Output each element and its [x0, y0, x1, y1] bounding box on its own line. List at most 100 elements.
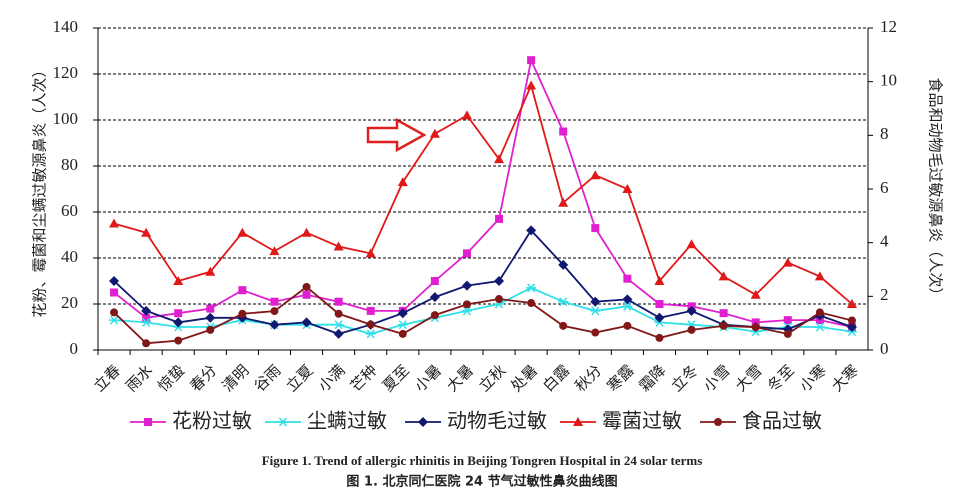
marker	[270, 297, 279, 306]
x-tick-label: 雨水	[122, 361, 156, 395]
x-tick-label: 小寒	[796, 361, 830, 395]
marker	[205, 266, 216, 276]
marker	[206, 304, 215, 313]
marker	[494, 276, 505, 286]
marker	[302, 282, 311, 291]
marker	[846, 322, 857, 332]
marker	[527, 299, 536, 308]
marker	[623, 274, 632, 283]
x-tick-label: 秋分	[571, 361, 605, 395]
y-tick-label: 20	[61, 293, 78, 312]
marker	[173, 276, 184, 285]
x-tick-label: 大寒	[828, 361, 862, 395]
marker	[141, 317, 152, 327]
x-tick-label: 小雪	[700, 361, 734, 395]
marker	[846, 299, 857, 308]
legend-label: 尘螨过敏	[307, 409, 387, 433]
marker	[142, 339, 151, 348]
marker	[333, 241, 344, 251]
marker	[109, 315, 120, 325]
marker	[429, 128, 440, 138]
marker	[719, 309, 728, 318]
marker	[814, 322, 825, 332]
marker	[301, 227, 312, 237]
marker	[238, 286, 247, 295]
y2-tick-label: 8	[880, 124, 889, 143]
marker	[558, 197, 569, 207]
marker	[686, 305, 697, 316]
x-tick-label: 夏至	[379, 361, 413, 395]
x-tick-label: 冬至	[764, 361, 798, 395]
marker	[365, 248, 376, 258]
marker	[559, 321, 568, 330]
marker	[526, 225, 537, 236]
marker	[526, 283, 537, 293]
marker	[655, 300, 664, 308]
series-line	[113, 57, 853, 328]
marker	[334, 309, 343, 318]
x-tick-label: 白露	[539, 361, 573, 395]
caption: Figure 1. Trend of allergic rhinitis in …	[262, 453, 703, 468]
y-tick-label: 0	[70, 339, 79, 358]
marker	[815, 308, 824, 317]
series-line	[113, 82, 853, 305]
legend-label: 食品过敏	[742, 409, 822, 433]
x-tick-label: 清明	[218, 361, 252, 395]
marker	[719, 321, 728, 330]
marker	[205, 312, 216, 323]
marker	[269, 319, 280, 330]
x-tick-label: 立春	[90, 361, 124, 395]
marker	[622, 294, 633, 305]
marker	[397, 320, 408, 330]
marker	[558, 297, 569, 307]
marker	[366, 306, 375, 315]
series-line	[113, 286, 853, 335]
legend-marker	[714, 418, 722, 426]
marker	[461, 110, 472, 120]
marker	[654, 276, 665, 285]
marker	[301, 317, 312, 328]
marker	[141, 305, 152, 316]
marker	[590, 296, 601, 307]
caption-cn: 图 1. 北京同仁医院 24 节气过敏性鼻炎曲线图	[346, 474, 617, 490]
marker	[687, 325, 696, 334]
marker	[365, 329, 376, 339]
y-tick-label: 40	[61, 247, 78, 266]
x-tick-label: 谷雨	[251, 361, 285, 395]
marker	[461, 306, 472, 316]
marker	[847, 316, 856, 325]
marker	[527, 56, 536, 65]
marker	[686, 239, 697, 249]
marker	[590, 306, 601, 316]
marker	[622, 301, 633, 311]
x-tick-label: 处暑	[507, 361, 541, 395]
marker	[174, 336, 183, 345]
arrow-annotation	[366, 117, 427, 153]
marker	[462, 300, 471, 309]
marker	[494, 154, 505, 164]
marker	[397, 308, 408, 319]
marker	[334, 297, 343, 306]
marker	[461, 280, 472, 291]
marker	[430, 311, 439, 320]
legend-marker	[573, 417, 583, 426]
legend-label: 霉菌过敏	[602, 409, 682, 433]
marker	[237, 227, 248, 237]
marker	[654, 312, 665, 323]
x-tick-label: 芒种	[347, 361, 381, 395]
y2-tick-label: 0	[880, 339, 889, 358]
marker	[302, 290, 311, 299]
y2-axis-label: 食品和动物毛过敏源鼻炎（人次）	[927, 77, 945, 302]
marker	[397, 177, 408, 187]
legend-marker	[418, 417, 428, 427]
marker	[526, 80, 537, 90]
legend-marker	[278, 417, 288, 427]
marker	[110, 288, 119, 297]
x-tick-label: 大暑	[443, 361, 477, 395]
y-tick-label: 80	[61, 155, 78, 174]
marker	[333, 320, 344, 330]
marker	[622, 184, 633, 193]
marker	[655, 333, 664, 342]
marker	[590, 170, 601, 180]
